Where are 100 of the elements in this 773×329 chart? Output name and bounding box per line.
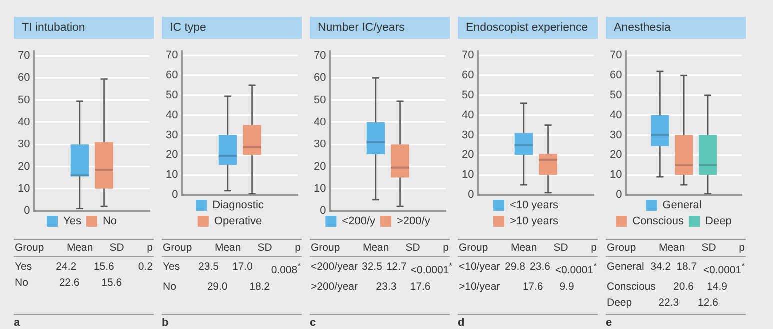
y-tick-label: 60 — [166, 70, 178, 82]
text: SD — [552, 241, 570, 256]
text: Group — [458, 241, 490, 256]
text: b — [162, 317, 170, 329]
text: 32.5 — [361, 260, 384, 275]
legend-label: Conscious — [632, 216, 685, 228]
text: <200/year — [310, 260, 359, 275]
text: SD — [700, 241, 718, 256]
text: Mean — [362, 241, 390, 256]
y-tick-label: 70 — [462, 50, 474, 62]
y-tick-label: 40 — [610, 109, 622, 122]
text: Group — [606, 241, 638, 256]
text: 29.0 — [206, 280, 229, 294]
text: General — [606, 260, 646, 275]
y-tick-label: 60 — [462, 70, 474, 82]
text: 0.2 — [137, 260, 154, 275]
text: e — [606, 317, 614, 329]
y-tick-label: 0 — [172, 189, 178, 202]
text: No — [14, 276, 30, 291]
chart-title: IC type — [162, 17, 302, 39]
y-tick-label: 30 — [462, 129, 474, 142]
legend-label: Deep — [706, 216, 732, 228]
text: Deep — [606, 296, 634, 310]
text: d — [458, 317, 466, 329]
legend-label: General — [662, 200, 702, 212]
text: p — [590, 241, 598, 256]
text: 9.9 — [558, 280, 576, 294]
legend-label: >200/y — [397, 216, 431, 228]
text: 12.6 — [697, 296, 720, 310]
y-tick-label: 30 — [18, 138, 30, 151]
text: 22.3 — [658, 296, 680, 310]
text: 17.6 — [409, 280, 432, 294]
legend-label: Yes — [63, 216, 82, 228]
y-tick-label: 60 — [18, 72, 30, 84]
text: 20.6 — [672, 280, 695, 294]
text: <0.0001$^{*}$ — [410, 260, 454, 278]
text: 34.2 — [650, 260, 672, 275]
y-tick-label: 50 — [18, 94, 30, 106]
text: Mean — [214, 241, 242, 256]
y-tick-label: 20 — [314, 160, 326, 173]
text: p — [294, 241, 302, 256]
legend-label: >10 years — [510, 216, 560, 228]
text: Group — [310, 241, 342, 256]
text: Yes — [14, 260, 34, 275]
text: 18.7 — [676, 260, 698, 275]
y-tick-label: 10 — [166, 169, 178, 182]
text: 29.8 — [504, 260, 526, 275]
text: Mean — [658, 241, 686, 256]
y-tick-label: 0 — [320, 205, 326, 218]
text: 17.0 — [232, 260, 254, 275]
text: <10/year — [458, 260, 502, 275]
y-tick-label: 60 — [610, 70, 622, 82]
legend-label: <200/y — [342, 216, 376, 228]
text: 24.2 — [55, 260, 78, 275]
y-tick-label: 70 — [610, 50, 622, 62]
text: >10/year — [458, 280, 502, 294]
text: >200/year — [310, 280, 359, 294]
y-tick-label: 30 — [610, 129, 622, 142]
text: Mean — [66, 241, 94, 256]
y-tick-label: 10 — [18, 182, 30, 195]
legend-label: Operative — [214, 216, 262, 228]
text: 22.6 — [58, 276, 81, 291]
chart-title: Endoscopist experience — [458, 17, 598, 39]
y-tick-label: 50 — [314, 94, 326, 106]
text: 0.008$^{*}$ — [270, 260, 302, 278]
text: No — [162, 280, 178, 294]
text: 15.6 — [100, 276, 124, 291]
y-tick-label: 0 — [24, 205, 30, 218]
chart-title: Anesthesia — [606, 17, 746, 39]
text: 12.7 — [385, 260, 408, 275]
legend-label: Diagnostic — [212, 200, 264, 212]
y-tick-label: 0 — [616, 189, 622, 202]
text: Yes — [162, 260, 182, 275]
text: Conscious — [606, 280, 658, 294]
y-tick-label: 10 — [610, 169, 622, 182]
y-tick-label: 40 — [462, 109, 474, 122]
text: 15.6 — [92, 260, 116, 275]
text: Group — [162, 241, 194, 256]
y-tick-label: 10 — [462, 169, 474, 182]
chart-title: TI intubation — [14, 17, 154, 39]
y-tick-label: 70 — [314, 50, 326, 62]
text: <0.0001$^{*}$ — [554, 260, 598, 278]
text: p — [738, 241, 746, 256]
text: p — [442, 241, 450, 256]
y-tick-label: 60 — [314, 72, 326, 84]
text: SD — [108, 241, 126, 256]
text: 17.6 — [522, 280, 544, 294]
chart-title: Number IC/years — [310, 17, 450, 39]
text: 23.5 — [197, 260, 220, 275]
y-tick-label: 40 — [18, 116, 30, 128]
y-tick-label: 10 — [314, 182, 326, 195]
text: 23.6 — [529, 260, 552, 275]
y-tick-label: 0 — [468, 189, 474, 202]
y-tick-label: 40 — [314, 116, 326, 128]
y-tick-label: 40 — [166, 109, 178, 122]
text: SD — [256, 241, 274, 256]
y-tick-label: 20 — [462, 149, 474, 162]
text: Mean — [510, 241, 538, 256]
y-tick-label: 50 — [462, 89, 474, 102]
text: a — [14, 317, 22, 329]
